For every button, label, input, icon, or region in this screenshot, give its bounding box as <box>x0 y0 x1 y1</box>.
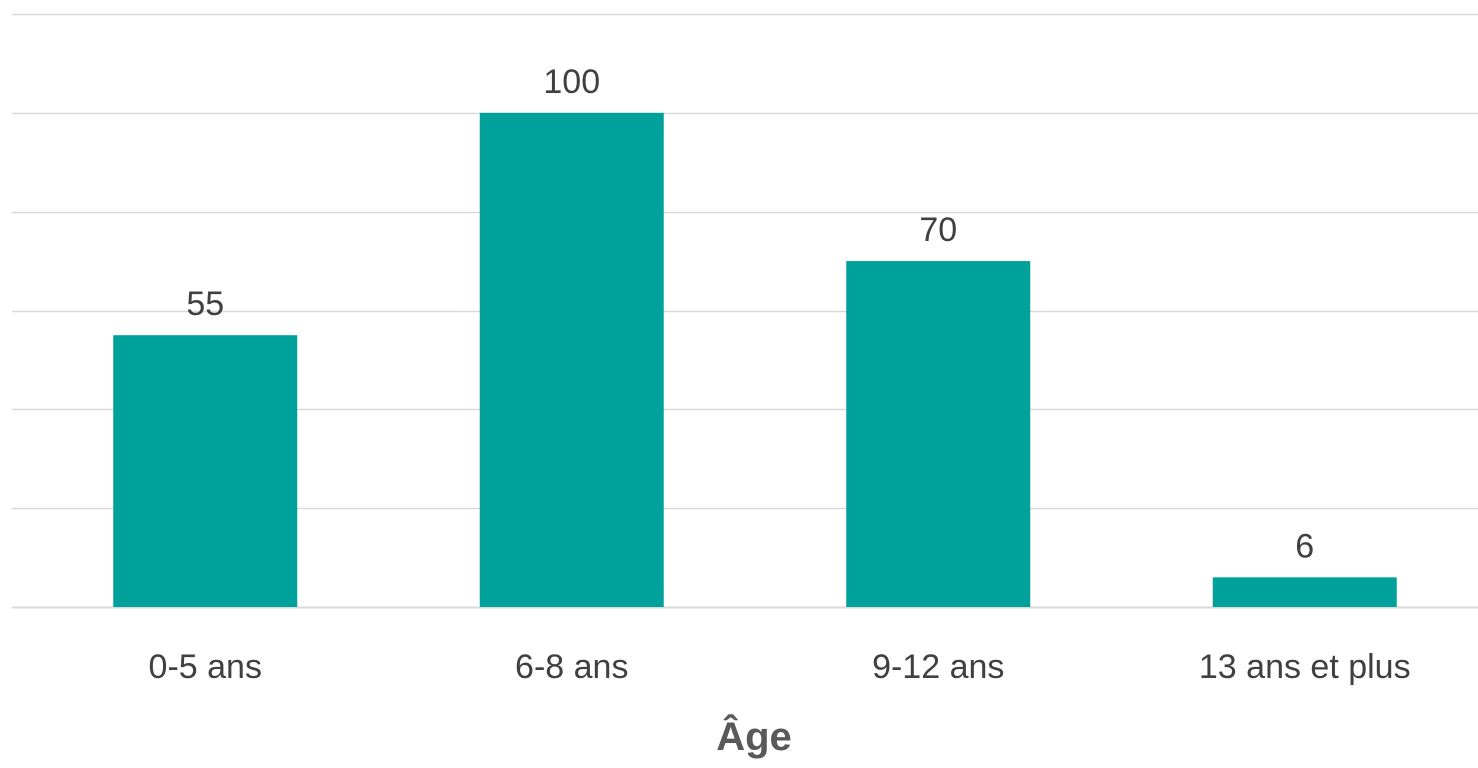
x-tick-label: 13 ans et plus <box>1199 648 1411 686</box>
x-axis-title: Âge <box>716 713 792 759</box>
x-tick-labels: 0-5 ans 6-8 ans 9-12 ans 13 ans et plus <box>149 648 1411 686</box>
x-tick-label: 9-12 ans <box>872 648 1004 686</box>
data-label: 6 <box>1295 527 1314 565</box>
bar <box>479 112 664 607</box>
data-labels: 55 100 70 6 <box>186 63 1314 566</box>
x-tick-label: 6-8 ans <box>515 648 628 686</box>
data-label: 55 <box>186 285 224 323</box>
bar <box>113 335 298 607</box>
bars <box>113 112 1397 607</box>
bar <box>846 261 1031 607</box>
data-label: 70 <box>919 211 957 249</box>
data-label: 100 <box>543 63 600 101</box>
bar <box>1212 577 1397 607</box>
x-tick-label: 0-5 ans <box>149 648 262 686</box>
